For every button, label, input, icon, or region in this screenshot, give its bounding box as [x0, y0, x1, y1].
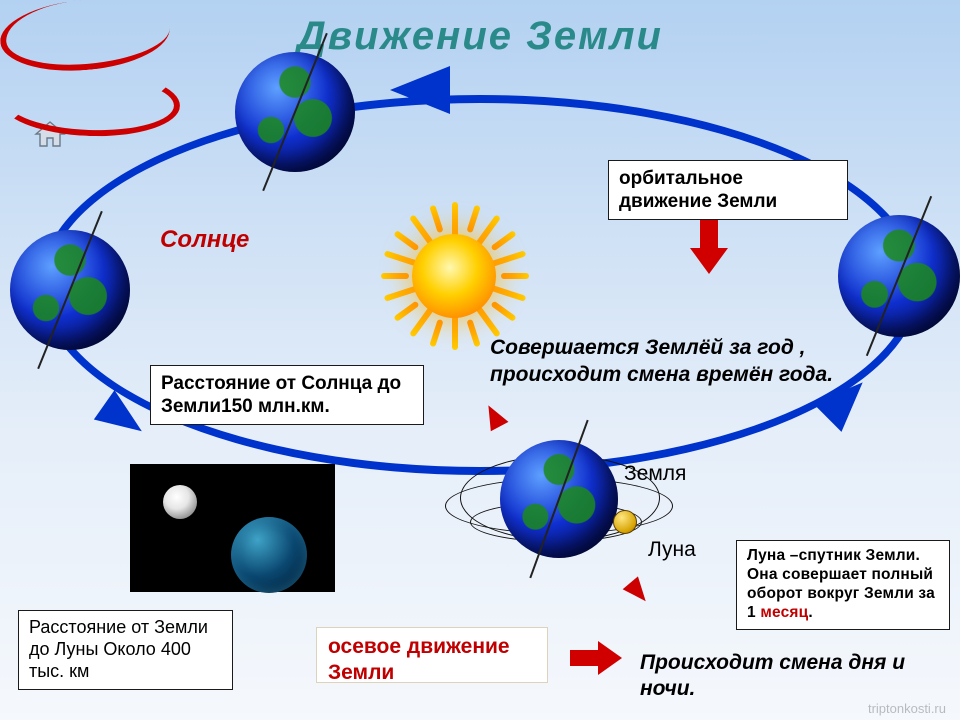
axis-line [262, 33, 328, 191]
moon-earth-photo [130, 464, 335, 592]
earth-bottom [500, 440, 618, 558]
axis-line [866, 196, 932, 356]
watermark: triptonkosti.ru [868, 701, 946, 716]
daynight-caption: Происходит смена дня и ночи. [640, 650, 950, 703]
earth-label: Земля [624, 462, 686, 486]
earth-left [10, 230, 130, 350]
axis-line [37, 211, 103, 369]
moon-fact-text: Луна –спутник Земли. Она совершает полны… [747, 547, 935, 621]
distance-sun-box: Расстояние от Солнца до Земли150 млн.км. [150, 365, 424, 425]
earth-right [838, 215, 960, 337]
photo-moon [163, 485, 197, 519]
moon [613, 510, 637, 534]
axial-motion-box: осевое движение Земли [320, 630, 545, 689]
orbital-motion-box: орбитальное движение Земли [608, 160, 848, 220]
orbit-arrow-icon [390, 66, 450, 114]
sun [384, 206, 524, 346]
distance-moon-box: Расстояние от Земли до Луны Около 400 ты… [18, 610, 233, 690]
moon-fact-box: Луна –спутник Земли. Она совершает полны… [736, 540, 950, 630]
sun-core [412, 234, 496, 318]
sun-label: Солнце [160, 226, 249, 254]
year-caption: Совершается Землёй за год , происходит с… [490, 335, 930, 389]
earth-top [235, 52, 355, 172]
moon-label: Луна [648, 538, 696, 562]
photo-earth [231, 517, 307, 593]
